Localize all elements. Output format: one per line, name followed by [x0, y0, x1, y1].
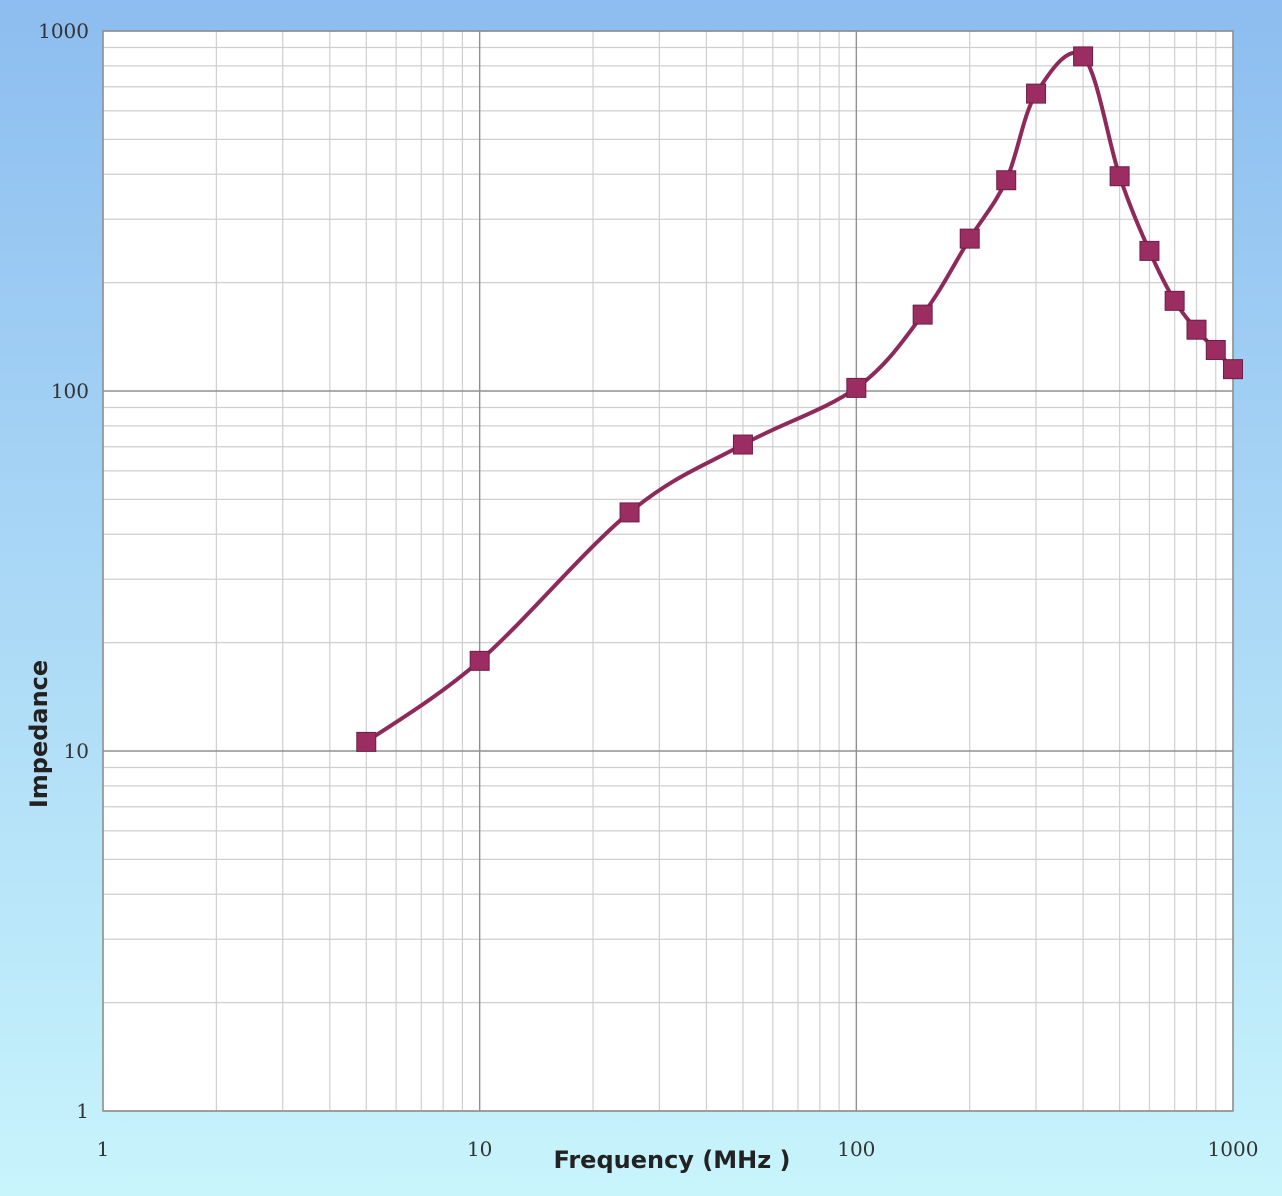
x-tick-label: 1000: [1208, 1137, 1259, 1161]
x-tick-label: 1: [97, 1137, 110, 1161]
grid-major: [102, 30, 1234, 1112]
x-tick-label: 10: [467, 1137, 492, 1161]
data-point-marker: [1223, 359, 1243, 380]
y-tick-label: 10: [64, 739, 89, 763]
data-point-marker: [1139, 240, 1160, 261]
data-point-marker: [356, 731, 377, 752]
data-point-marker: [846, 377, 867, 398]
data-point-marker: [732, 434, 753, 455]
data-point-marker: [469, 650, 490, 671]
plot-area: [103, 31, 1233, 1111]
data-point-marker: [1073, 46, 1094, 67]
data-point-marker: [1164, 290, 1185, 311]
series-group: [356, 46, 1243, 752]
data-point-marker: [619, 502, 640, 523]
data-point-marker: [1026, 83, 1047, 104]
data-point-marker: [996, 170, 1017, 191]
data-point-marker: [1186, 319, 1207, 340]
data-point-marker: [959, 228, 980, 249]
plot-border: [102, 30, 1234, 1112]
x-tick-label: 100: [837, 1137, 875, 1161]
x-axis-title: Frequency (MHz ): [553, 1146, 790, 1174]
y-tick-label: 1000: [38, 19, 89, 43]
data-point-marker: [1109, 166, 1130, 187]
data-point-marker: [912, 304, 933, 325]
y-tick-label: 100: [51, 379, 89, 403]
y-tick-label: 1: [76, 1099, 89, 1123]
tick-labels: 1 10 100 1000 1 10 100 1000: [38, 19, 1258, 1161]
y-axis-title: Impedance: [25, 660, 53, 808]
grid-minor: [103, 31, 1233, 1111]
data-point-marker: [1205, 339, 1226, 360]
